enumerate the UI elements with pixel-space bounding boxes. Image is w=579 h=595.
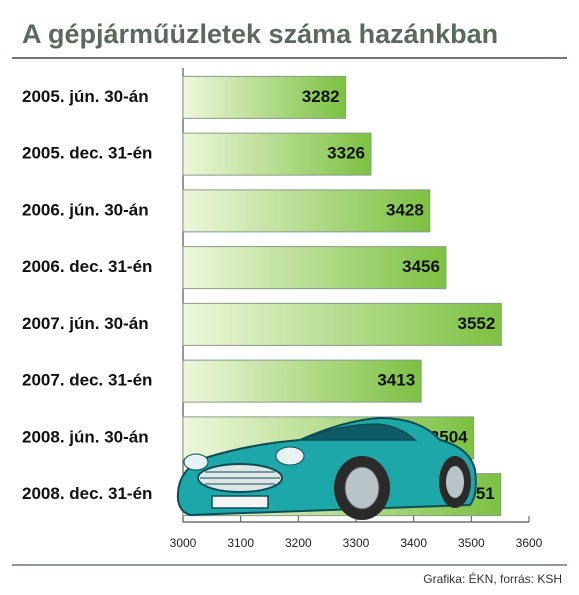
value-label: 3413 [377,371,415,390]
value-label: 3326 [327,144,365,163]
x-tick-label: 3400 [400,536,427,550]
value-label: 3552 [457,314,495,333]
x-tick-label: 3300 [343,536,370,550]
y-tick-label: 2008. jún. 30-án [22,427,149,446]
x-tick-label: 3200 [285,536,312,550]
x-tick-label: 3100 [227,536,254,550]
y-tick-label: 2008. dec. 31-én [22,484,152,503]
chart: A gépjárműüzletek száma hazánkban Grafik… [0,0,579,595]
bar [183,303,501,345]
x-tick-label: 3600 [516,536,543,550]
y-tick-label: 2005. dec. 31-én [22,144,152,163]
source: Grafika: ÉKN, forrás: KSH [423,571,562,586]
value-label: 3428 [386,200,424,219]
chart-title: A gépjárműüzletek száma hazánkban [22,19,498,49]
value-label: 3456 [402,257,440,276]
x-tick-label: 3500 [458,536,485,550]
value-label: 3282 [302,87,340,106]
y-tick-label: 2005. jún. 30-án [22,87,149,106]
y-tick-label: 2007. jún. 30-án [22,314,149,333]
y-tick-label: 2007. dec. 31-én [22,371,152,390]
y-tick-label: 2006. dec. 31-én [22,257,152,276]
y-tick-label: 2006. jún. 30-án [22,200,149,219]
x-tick-label: 3000 [170,536,197,550]
